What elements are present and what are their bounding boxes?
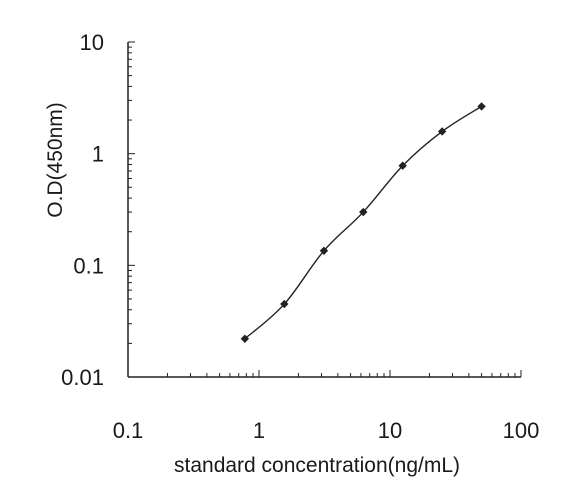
y-axis-ticks [128, 41, 135, 378]
y-tick-labels: 0.01 0.1 1 10 [61, 30, 104, 390]
x-tick-label: 1 [253, 418, 265, 443]
y-axis [127, 41, 135, 378]
y-tick-label: 0.01 [61, 365, 104, 390]
plot-series [240, 102, 486, 343]
data-point [280, 299, 289, 309]
y-tick-label: 0.1 [73, 253, 104, 278]
data-point [477, 102, 486, 111]
y-tick-label: 10 [80, 30, 104, 55]
x-tick-label: 100 [503, 418, 540, 443]
x-tick-labels: 0.1 1 10 100 [113, 418, 540, 443]
x-tick-label: 10 [378, 418, 402, 443]
y-axis-title: O.D(450nm) [44, 102, 67, 218]
x-axis-title: standard concentration(ng/mL) [174, 454, 460, 477]
y-tick-label: 1 [92, 142, 104, 167]
data-point [359, 207, 368, 217]
data-point [319, 246, 329, 255]
x-axis [127, 370, 522, 378]
x-tick-label: 0.1 [113, 418, 144, 443]
data-point [437, 127, 447, 136]
x-axis-ticks [127, 370, 522, 377]
data-point [398, 161, 407, 170]
data-point [240, 334, 250, 343]
